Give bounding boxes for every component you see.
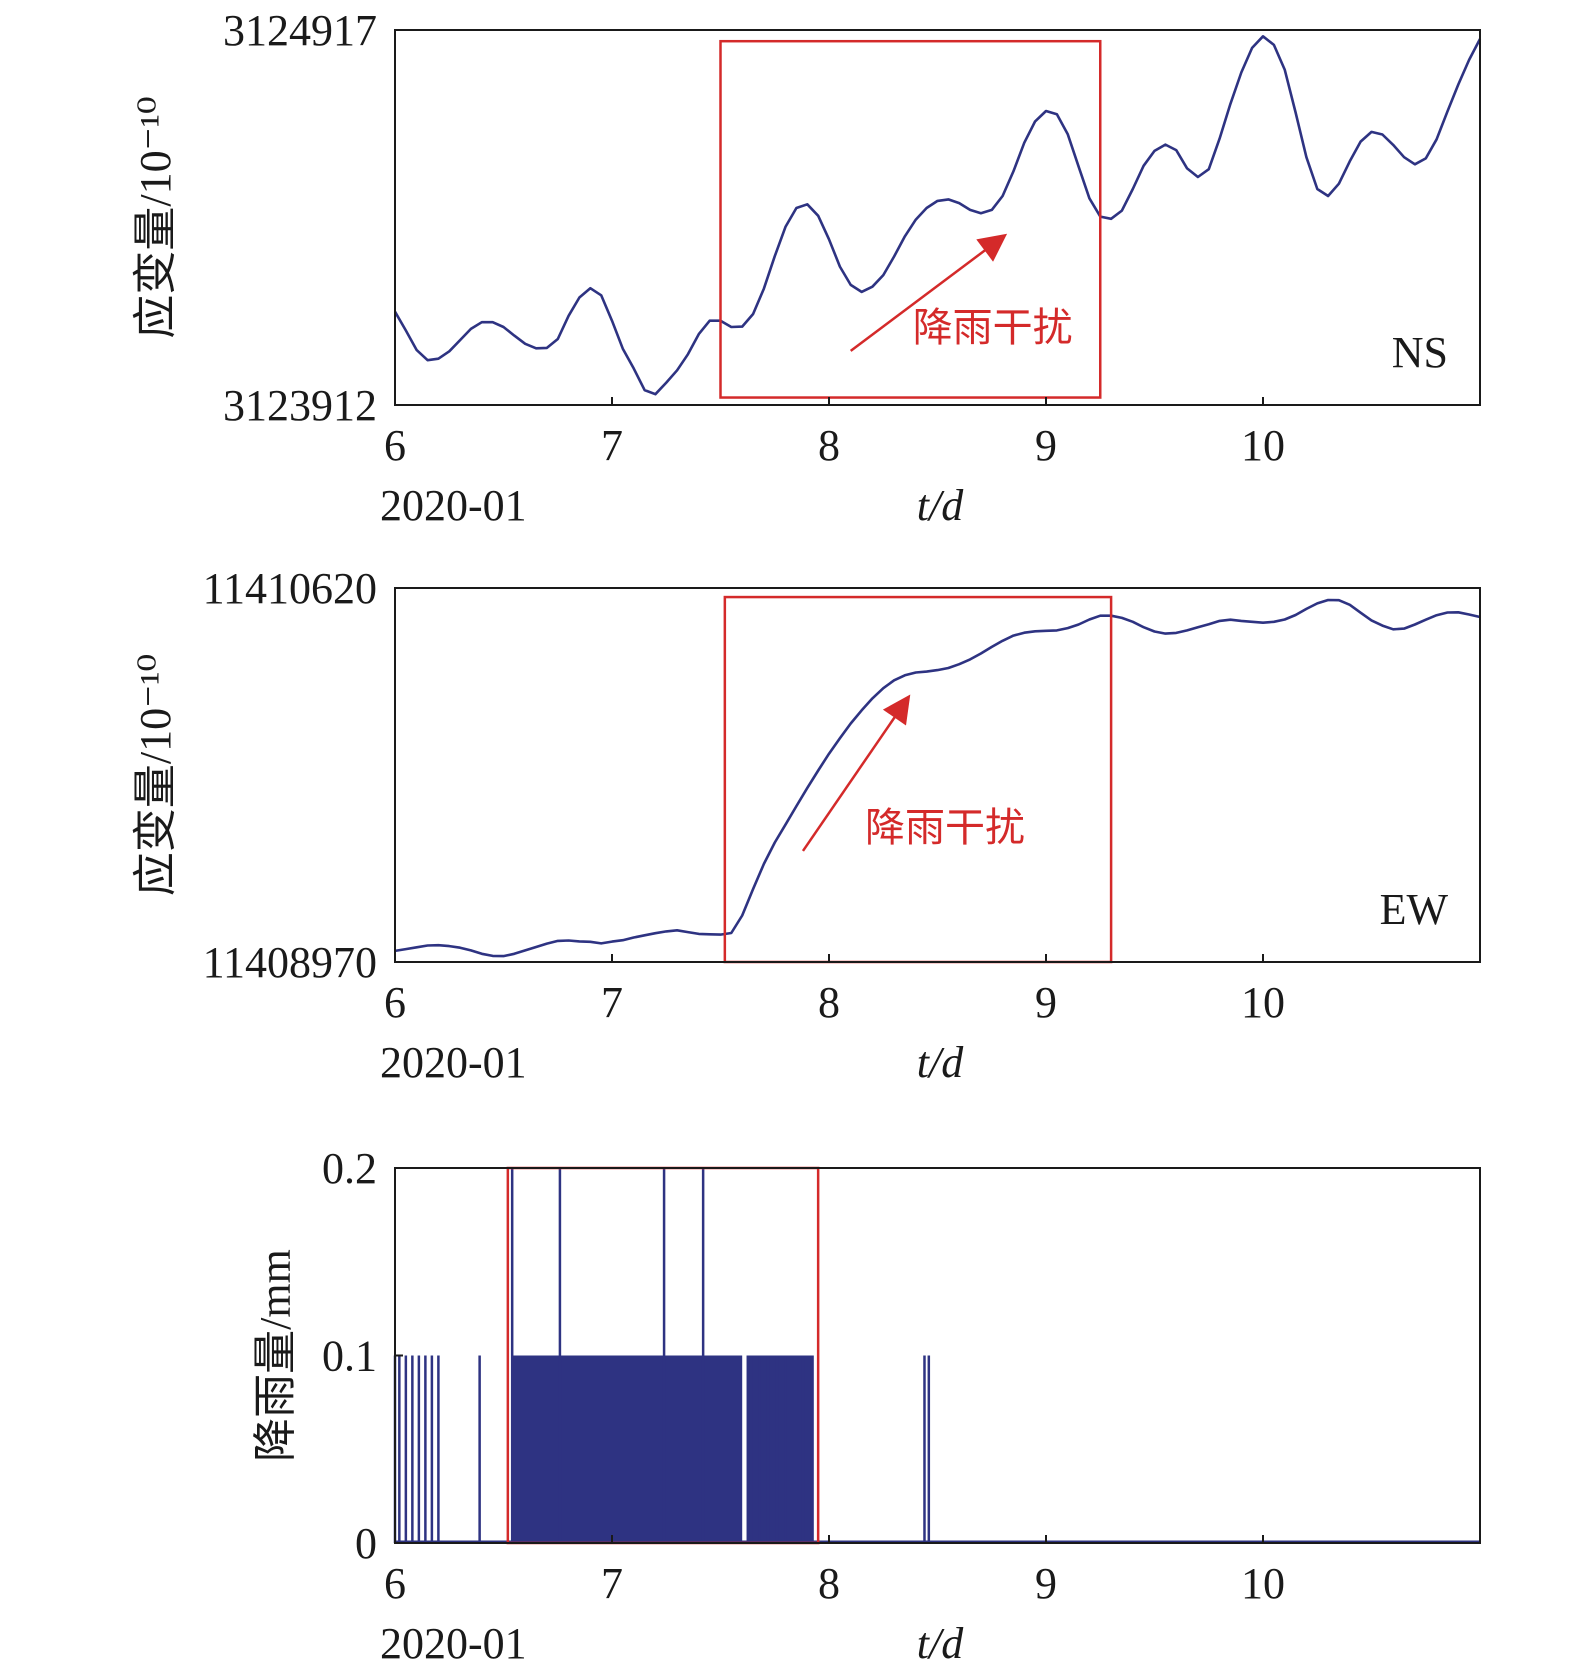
ns-panel-frame	[394, 29, 1481, 406]
y-tick-label: 0.1	[322, 1332, 377, 1381]
y-tick-label: 11410620	[203, 564, 377, 613]
ew-panel-ylabel: 应变量/10⁻¹⁰	[131, 654, 180, 896]
x-tick-label: 10	[1241, 1559, 1285, 1608]
ew-panel-series-line	[394, 598, 1481, 958]
x-tick-label: 6	[384, 421, 406, 470]
x-tick-label: 9	[1035, 978, 1057, 1027]
x-tick-label: 7	[601, 1559, 623, 1608]
y-tick-label: 11408970	[203, 938, 377, 987]
ew-panel-date-label: 2020-01	[380, 1038, 527, 1087]
ns-panel: 6 7 8 9 10 3123912 3124917 应变量/10⁻¹⁰ 2020-01 t/d N…	[131, 6, 1482, 530]
y-tick-label: 3124917	[223, 6, 377, 55]
x-tick-label: 8	[818, 421, 840, 470]
ew-panel: 6 7 8 9 10 11408970 11410620 应变量/10⁻¹⁰ 2020-01 t/…	[131, 564, 1481, 1087]
ns-panel-ylabel: 应变量/10⁻¹⁰	[131, 96, 180, 338]
rain-panel: 6 7 8 9 10 0 0.1 0.2 降雨量/mm 2020-01 t/d	[251, 1144, 1481, 1668]
ew-panel-highlight-box	[723, 595, 1113, 964]
ns-panel-annotation-arrow	[849, 233, 1008, 352]
y-tick-label: 0	[355, 1519, 377, 1568]
ew-panel-channel-label: EW	[1380, 885, 1449, 934]
x-tick-label: 9	[1035, 421, 1057, 470]
ns-panel-date-label: 2020-01	[380, 481, 527, 530]
ew-panel-frame	[394, 587, 1481, 963]
x-tick-label: 7	[601, 421, 623, 470]
ew-panel-annotation-arrow	[801, 694, 911, 852]
x-tick-label: 6	[384, 978, 406, 1027]
x-tick-label: 6	[384, 1559, 406, 1608]
x-tick-label: 10	[1241, 978, 1285, 1027]
rain-panel-xlabel: t/d	[917, 1619, 964, 1668]
rain-panel-ylabel: 降雨量/mm	[251, 1249, 300, 1462]
ns-panel-series-line	[393, 35, 1482, 396]
ew-panel-xlabel: t/d	[917, 1038, 964, 1087]
ns-panel-highlight-box	[719, 39, 1102, 399]
ns-panel-annotation-text: 降雨干扰	[913, 305, 1073, 350]
y-tick-label: 3123912	[223, 381, 377, 430]
y-tick-label: 0.2	[322, 1144, 377, 1193]
ns-panel-channel-label: NS	[1392, 328, 1448, 377]
x-tick-label: 8	[818, 1559, 840, 1608]
ew-panel-annotation-text: 降雨干扰	[865, 805, 1025, 850]
x-tick-label: 7	[601, 978, 623, 1027]
rain-panel-date-label: 2020-01	[380, 1619, 527, 1668]
x-tick-label: 8	[818, 978, 840, 1027]
x-tick-label: 9	[1035, 1559, 1057, 1608]
ns-panel-xlabel: t/d	[917, 481, 964, 530]
rain-dense-block-0	[512, 1355, 743, 1543]
x-tick-label: 10	[1241, 421, 1285, 470]
